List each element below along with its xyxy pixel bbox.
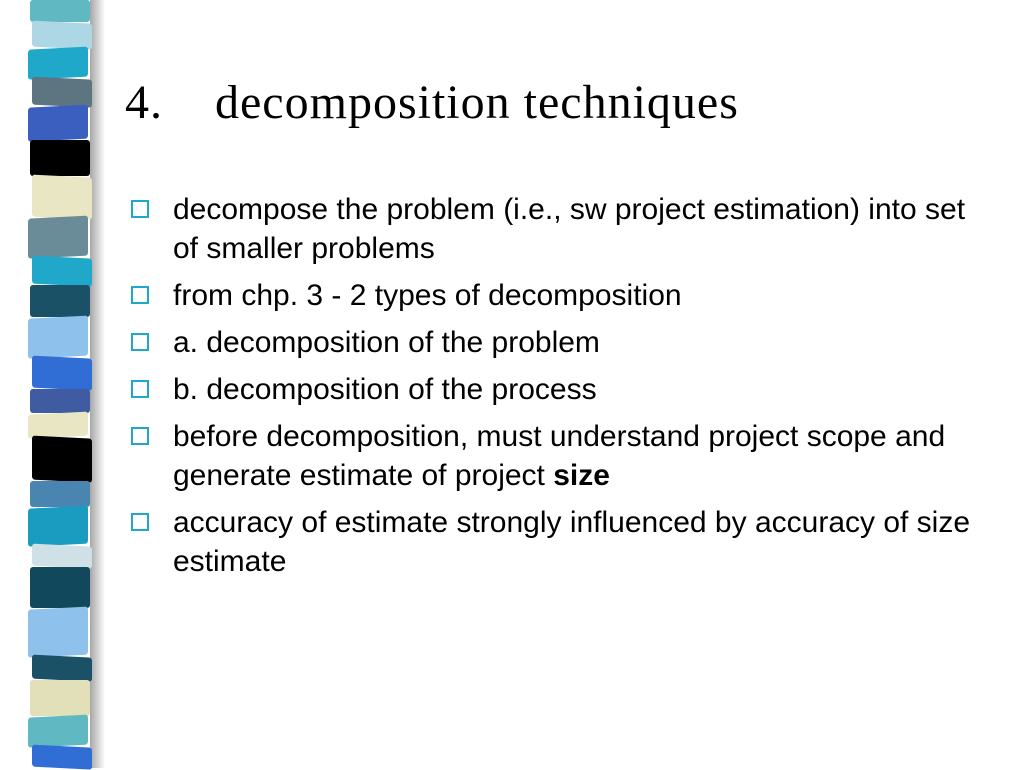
bullet-item: a. decomposition of the problem — [169, 323, 984, 362]
ribbon-segment — [28, 216, 88, 259]
ribbon-segment — [30, 680, 90, 716]
ribbon-segment — [28, 316, 88, 359]
ribbon-segment — [30, 389, 90, 413]
bullet-item: b. decomposition of the process — [169, 370, 984, 409]
ribbon-segment — [28, 505, 88, 546]
decorative-ribbon — [30, 0, 90, 768]
bullet-item: from chp. 3 - 2 types of decomposition — [169, 276, 984, 315]
slide-content: 4.decomposition techniques decompose the… — [125, 75, 984, 589]
ribbon-segment — [32, 256, 92, 287]
bullet-item: before decomposition, must understand pr… — [169, 417, 984, 495]
ribbon-segment — [30, 285, 90, 317]
ribbon-segment — [28, 715, 88, 748]
ribbon-segment — [32, 435, 92, 482]
ribbon-segment — [28, 104, 88, 141]
ribbon-segment — [32, 543, 92, 568]
bullet-list: decompose the problem (i.e., sw project … — [125, 190, 984, 581]
ribbon-segment — [32, 76, 92, 107]
ribbon-segment — [32, 174, 92, 219]
title-text: decomposition techniques — [215, 76, 739, 129]
ribbon-segment — [32, 655, 92, 682]
bullet-item: decompose the problem (i.e., sw project … — [169, 190, 984, 268]
ribbon-segment — [32, 356, 92, 391]
slide-title: 4.decomposition techniques — [125, 75, 984, 130]
title-number: 4. — [125, 75, 215, 130]
ribbon-segment — [30, 567, 90, 609]
ribbon-segment — [32, 20, 92, 49]
ribbon-segment — [28, 46, 88, 79]
ribbon-segment — [30, 481, 90, 507]
ribbon-segment — [32, 745, 92, 770]
ribbon-segment — [30, 140, 90, 176]
ribbon-segment — [28, 411, 88, 438]
ribbon-segment — [28, 607, 88, 658]
ribbon-segment — [30, 0, 90, 22]
bullet-item: accuracy of estimate strongly influenced… — [169, 503, 984, 581]
